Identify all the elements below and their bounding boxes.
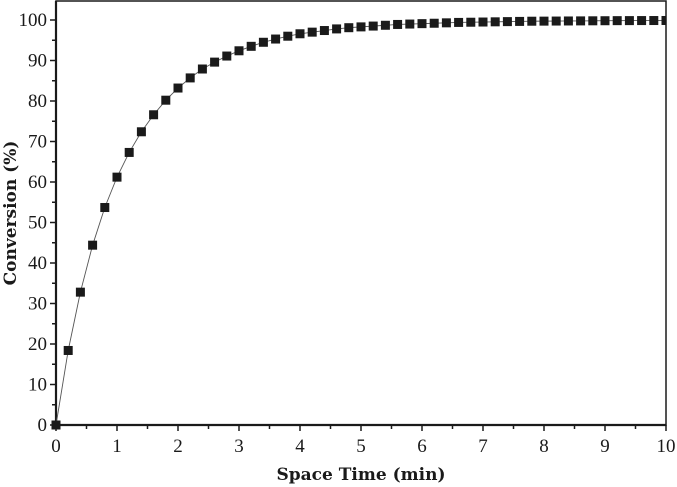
plot-frame <box>55 0 667 426</box>
data-point-marker <box>210 57 220 67</box>
y-tick-label: 30 <box>28 294 47 315</box>
x-tick-label: 9 <box>600 436 610 457</box>
data-point-marker <box>527 16 537 26</box>
data-point-marker <box>307 27 317 37</box>
y-tick-label: 40 <box>28 253 47 274</box>
data-point-marker <box>368 21 378 31</box>
data-point-marker <box>75 287 85 297</box>
y-tick-label: 0 <box>38 415 48 436</box>
data-point-marker <box>637 16 647 26</box>
x-tick-label: 8 <box>539 436 549 457</box>
x-tick-label: 1 <box>112 436 122 457</box>
data-point-marker <box>490 17 500 27</box>
data-point-marker <box>234 46 244 56</box>
data-point-marker <box>380 20 390 30</box>
data-point-marker <box>539 16 549 26</box>
data-point-marker <box>429 18 439 28</box>
data-point-marker <box>502 17 512 27</box>
data-markers <box>51 15 666 430</box>
data-point-marker <box>100 203 110 213</box>
data-point-marker <box>649 16 659 26</box>
data-point-marker <box>271 34 281 44</box>
data-point-marker <box>356 22 366 32</box>
y-tick-label: 100 <box>19 10 48 31</box>
data-point-marker <box>515 16 525 26</box>
x-axis-title: Space Time (min) <box>277 465 446 485</box>
data-point-marker <box>344 23 354 33</box>
data-point-marker <box>441 18 451 28</box>
x-tick-label: 3 <box>234 436 244 457</box>
y-tick-label: 60 <box>28 172 47 193</box>
y-tick-label: 70 <box>28 132 47 153</box>
data-point-marker <box>576 16 586 26</box>
x-tick-label: 6 <box>417 436 427 457</box>
data-point-marker <box>319 26 329 36</box>
data-point-marker <box>63 345 73 355</box>
y-tick-label: 80 <box>28 91 47 112</box>
data-point-marker <box>624 16 634 26</box>
data-point-marker <box>563 16 573 26</box>
y-tick-label: 90 <box>28 51 47 72</box>
data-point-marker <box>466 17 476 27</box>
data-line <box>55 20 667 426</box>
data-point-marker <box>478 17 488 27</box>
data-point-marker <box>332 24 342 34</box>
data-point-marker <box>185 73 195 83</box>
y-axis-title: Conversion (%) <box>1 141 21 286</box>
data-point-marker <box>173 83 183 93</box>
data-point-marker <box>149 110 159 120</box>
data-point-marker <box>51 420 61 430</box>
data-point-marker <box>295 29 305 39</box>
y-tick-label: 20 <box>28 334 47 355</box>
data-point-marker <box>393 19 403 29</box>
data-point-marker <box>88 240 98 250</box>
data-point-marker <box>136 127 146 137</box>
data-point-marker <box>600 16 610 26</box>
data-point-marker <box>112 172 122 182</box>
data-point-marker <box>222 51 232 61</box>
data-point-marker <box>417 19 427 29</box>
data-point-marker <box>124 147 134 157</box>
data-point-marker <box>283 31 293 41</box>
x-tick-label: 10 <box>657 436 676 457</box>
data-point-marker <box>551 16 561 26</box>
data-point-marker <box>588 16 598 26</box>
x-tick-label: 5 <box>356 436 366 457</box>
x-tick-label: 7 <box>478 436 488 457</box>
data-point-marker <box>405 19 415 29</box>
x-tick-label: 4 <box>295 436 305 457</box>
data-point-marker <box>246 41 256 51</box>
data-point-marker <box>161 95 171 105</box>
x-tick-label: 0 <box>51 436 61 457</box>
x-tick-label: 2 <box>173 436 183 457</box>
data-point-marker <box>661 15 666 25</box>
data-point-marker <box>197 64 207 74</box>
y-tick-label: 10 <box>28 375 47 396</box>
data-point-marker <box>258 37 268 47</box>
data-point-marker <box>454 17 464 27</box>
y-tick-label: 50 <box>28 213 47 234</box>
data-point-marker <box>612 16 622 26</box>
